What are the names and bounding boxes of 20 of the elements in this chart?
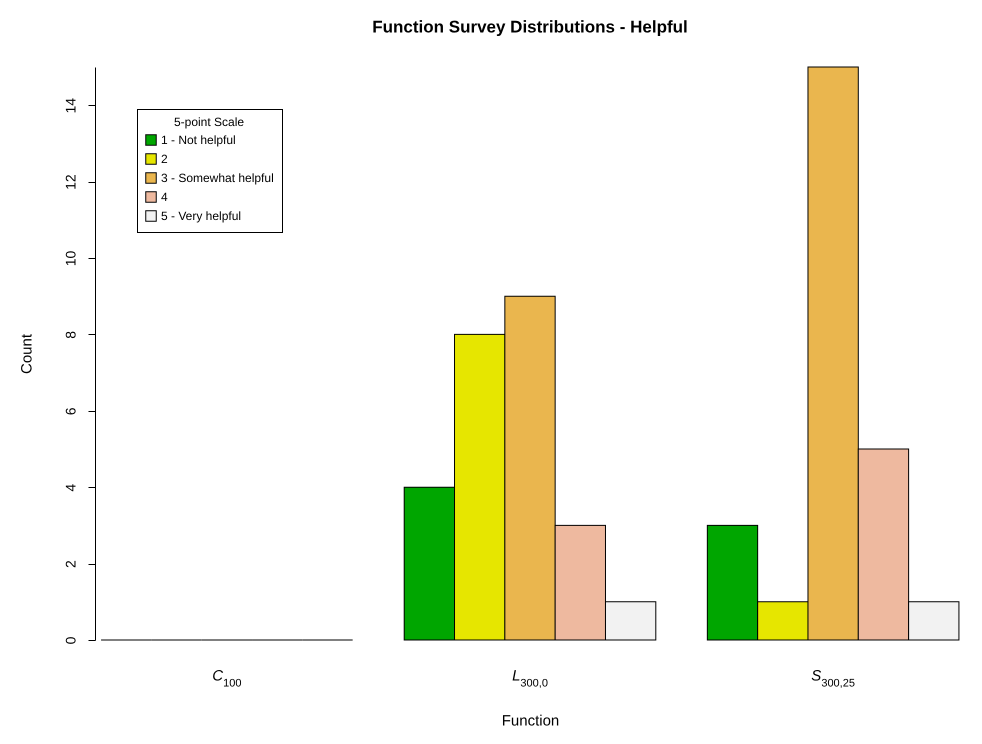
x-tick-label: L$_{300,0}$ bbox=[512, 668, 548, 690]
legend-label: 4 bbox=[161, 190, 168, 204]
y-tick-label: 8 bbox=[62, 330, 78, 339]
y-axis-title: Count bbox=[18, 333, 36, 374]
y-tick-label: 6 bbox=[62, 407, 78, 416]
x-tick-label: C$_{100}$ bbox=[212, 668, 242, 690]
legend-label: 1 - Not helpful bbox=[161, 133, 236, 147]
legend-title: 5-point Scale bbox=[174, 115, 244, 129]
y-tick-label: 14 bbox=[62, 98, 78, 114]
y-tick-label: 0 bbox=[62, 636, 78, 644]
legend-label: 2 bbox=[161, 152, 168, 166]
x-tick-label: S$_{300,25}$ bbox=[811, 668, 855, 690]
y-tick-label: 4 bbox=[62, 484, 78, 492]
y-tick-label: 2 bbox=[62, 560, 78, 568]
x-axis-title: Function bbox=[502, 712, 560, 730]
legend-label: 5 - Very helpful bbox=[161, 209, 242, 223]
legend-label: 3 - Somewhat helpful bbox=[161, 171, 274, 185]
y-tick-label: 10 bbox=[62, 250, 78, 266]
chart-title: Function Survey Distributions - Helpful bbox=[372, 18, 688, 36]
y-tick-label: 12 bbox=[62, 174, 78, 190]
